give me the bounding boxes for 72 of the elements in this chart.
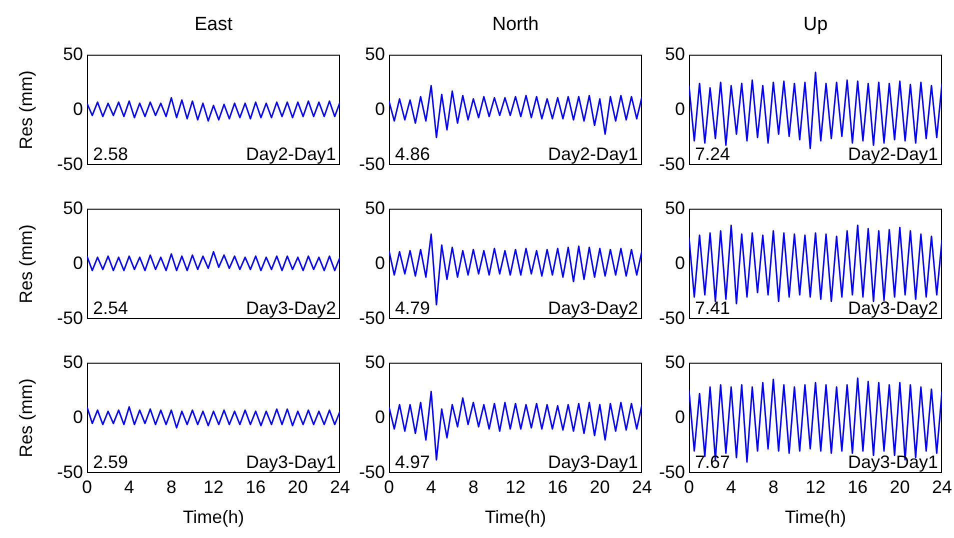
x-axis-title: Time(h) bbox=[484, 507, 546, 528]
x-tick-label: 16 bbox=[848, 476, 868, 497]
annotation: 2.54 bbox=[93, 298, 128, 318]
y-tick-label: 0 bbox=[374, 252, 385, 273]
x-tick-label: 20 bbox=[890, 476, 910, 497]
y-tick-label: -50 bbox=[658, 308, 685, 328]
x-tick-label: 20 bbox=[288, 476, 308, 497]
y-axis-title: Res (mm) bbox=[16, 224, 36, 304]
y-tick-label: 0 bbox=[674, 252, 685, 273]
y-axis-title: Res (mm) bbox=[16, 378, 36, 458]
annotation: 7.41 bbox=[695, 298, 730, 318]
y-tick-label: -50 bbox=[358, 462, 385, 482]
chart-title: Up bbox=[802, 14, 829, 36]
y-tick-label: 50 bbox=[664, 352, 685, 372]
y-tick-label: 50 bbox=[664, 44, 685, 64]
annotation: Day3-Day2 bbox=[548, 298, 638, 318]
annotation: 7.67 bbox=[695, 452, 730, 472]
annotation: 4.79 bbox=[395, 298, 430, 318]
annotation: Day3-Day2 bbox=[848, 298, 938, 318]
annotation: Day3-Day2 bbox=[246, 298, 336, 318]
x-tick-label: 8 bbox=[166, 476, 176, 497]
y-tick-label: -50 bbox=[56, 462, 83, 482]
x-tick-label: 8 bbox=[468, 476, 478, 497]
annotation: 7.24 bbox=[695, 144, 730, 164]
x-tick-label: 24 bbox=[932, 476, 952, 497]
y-tick-label: 0 bbox=[674, 98, 685, 119]
x-axis-title: Time(h) bbox=[182, 507, 244, 528]
x-tick-label: 20 bbox=[590, 476, 610, 497]
x-tick-label: 16 bbox=[246, 476, 266, 497]
y-tick-label: 50 bbox=[364, 352, 385, 372]
x-tick-label: 16 bbox=[548, 476, 568, 497]
x-tick-label: 12 bbox=[505, 476, 526, 497]
y-tick-label: 0 bbox=[72, 406, 83, 427]
x-tick-label: 24 bbox=[632, 476, 652, 497]
y-tick-label: 0 bbox=[72, 98, 83, 119]
y-tick-label: -50 bbox=[658, 462, 685, 482]
chart-title: North bbox=[491, 14, 540, 36]
y-tick-label: 50 bbox=[62, 352, 83, 372]
y-tick-label: 0 bbox=[374, 406, 385, 427]
x-tick-label: 12 bbox=[805, 476, 826, 497]
y-tick-label: 50 bbox=[364, 44, 385, 64]
x-tick-label: 12 bbox=[203, 476, 224, 497]
y-axis-title: Res (mm) bbox=[16, 70, 36, 150]
annotation: 2.59 bbox=[93, 452, 128, 472]
annotation: Day2-Day1 bbox=[548, 144, 638, 164]
y-tick-label: -50 bbox=[56, 154, 83, 174]
x-axis-title: Time(h) bbox=[784, 507, 846, 528]
y-tick-label: -50 bbox=[658, 154, 685, 174]
x-tick-label: 4 bbox=[124, 476, 134, 497]
annotation: Day3-Day1 bbox=[848, 452, 938, 472]
annotation: 2.58 bbox=[93, 144, 128, 164]
y-tick-label: -50 bbox=[358, 154, 385, 174]
y-tick-label: 0 bbox=[374, 98, 385, 119]
annotation: 4.97 bbox=[395, 452, 430, 472]
y-tick-label: 0 bbox=[72, 252, 83, 273]
chart-title: East bbox=[193, 14, 234, 36]
x-tick-label: 8 bbox=[768, 476, 778, 497]
y-tick-label: 50 bbox=[364, 198, 385, 218]
x-tick-label: 4 bbox=[426, 476, 436, 497]
y-tick-label: -50 bbox=[56, 308, 83, 328]
y-tick-label: -50 bbox=[358, 308, 385, 328]
annotation: Day3-Day1 bbox=[548, 452, 638, 472]
y-tick-label: 0 bbox=[674, 406, 685, 427]
y-tick-label: 50 bbox=[664, 198, 685, 218]
annotation: 4.86 bbox=[395, 144, 430, 164]
annotation: Day2-Day1 bbox=[848, 144, 938, 164]
x-tick-label: 4 bbox=[726, 476, 736, 497]
x-tick-label: 24 bbox=[330, 476, 350, 497]
annotation: Day3-Day1 bbox=[246, 452, 336, 472]
y-tick-label: 50 bbox=[62, 198, 83, 218]
annotation: Day2-Day1 bbox=[246, 144, 336, 164]
y-tick-label: 50 bbox=[62, 44, 83, 64]
